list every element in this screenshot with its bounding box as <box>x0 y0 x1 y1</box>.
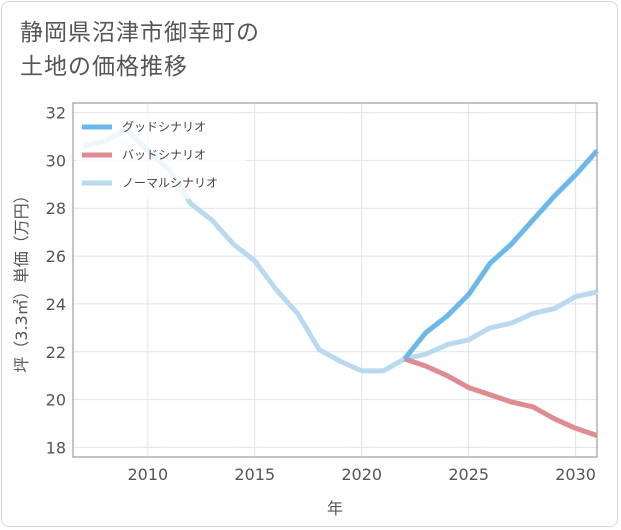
chart-title-line-1: 静岡県沼津市御幸町の <box>20 20 260 46</box>
y-tick-label: 24 <box>46 295 66 314</box>
y-tick-label: 30 <box>46 151 66 170</box>
x-axis-title: 年 <box>327 499 343 518</box>
series-line-1 <box>403 356 598 438</box>
y-axis-title: 坪（3.3㎡）単価（万円） <box>12 187 31 372</box>
legend-label-1: バッドシナリオ <box>122 148 206 162</box>
x-tick-label: 2030 <box>555 465 596 484</box>
x-tick-label: 2015 <box>234 465 275 484</box>
y-axis-ticks: 18 20 22 24 26 28 30 32 <box>46 104 66 458</box>
chart-title: 静岡県沼津市御幸町の 土地の価格推移 <box>20 16 260 84</box>
y-tick-label: 32 <box>46 104 66 123</box>
plot-frame <box>72 102 598 458</box>
legend-label-2: ノーマルシナリオ <box>122 176 218 190</box>
y-tick-label: 26 <box>46 247 66 266</box>
y-tick-label: 22 <box>46 343 66 362</box>
y-tick-label: 28 <box>46 199 66 218</box>
legend-label-0: グッドシナリオ <box>122 120 206 134</box>
x-axis-ticks: 2010 2015 2020 2025 2030 <box>127 465 595 484</box>
x-tick-label: 2010 <box>127 465 168 484</box>
x-tick-label: 2025 <box>448 465 489 484</box>
y-tick-label: 18 <box>46 438 66 457</box>
y-tick-label: 20 <box>46 391 66 410</box>
chart-title-line-2: 土地の価格推移 <box>20 54 188 80</box>
series-line-0 <box>402 149 599 361</box>
x-tick-label: 2020 <box>341 465 382 484</box>
